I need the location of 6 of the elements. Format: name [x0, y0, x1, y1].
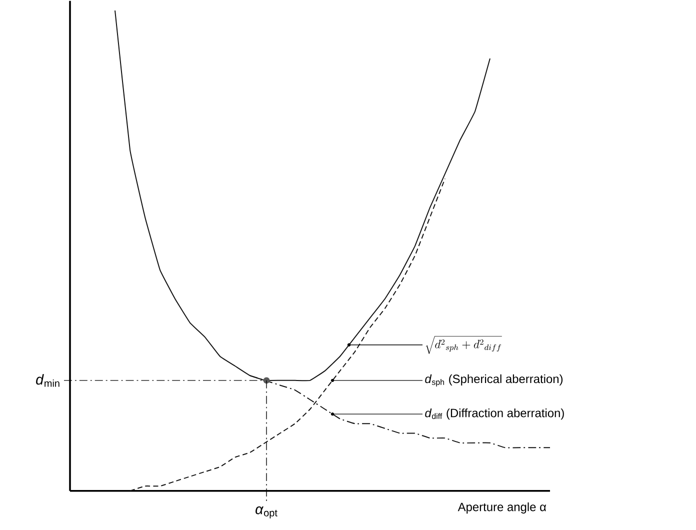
- x-axis-title: Aperture angle α: [458, 502, 546, 514]
- annotation: $\sqrt{d^{2}{}_{sph}+d^{2}{}_{diff}}$: [426, 336, 502, 354]
- annotation: d$_{diff}$ (Diffraction aberration): [425, 408, 564, 420]
- text: α$_{opt}$: [256, 506, 278, 518]
- annotation: d$_{sph}$ (Spherical aberration): [425, 374, 563, 387]
- ref-line-label: d$_{min}$: [36, 374, 60, 387]
